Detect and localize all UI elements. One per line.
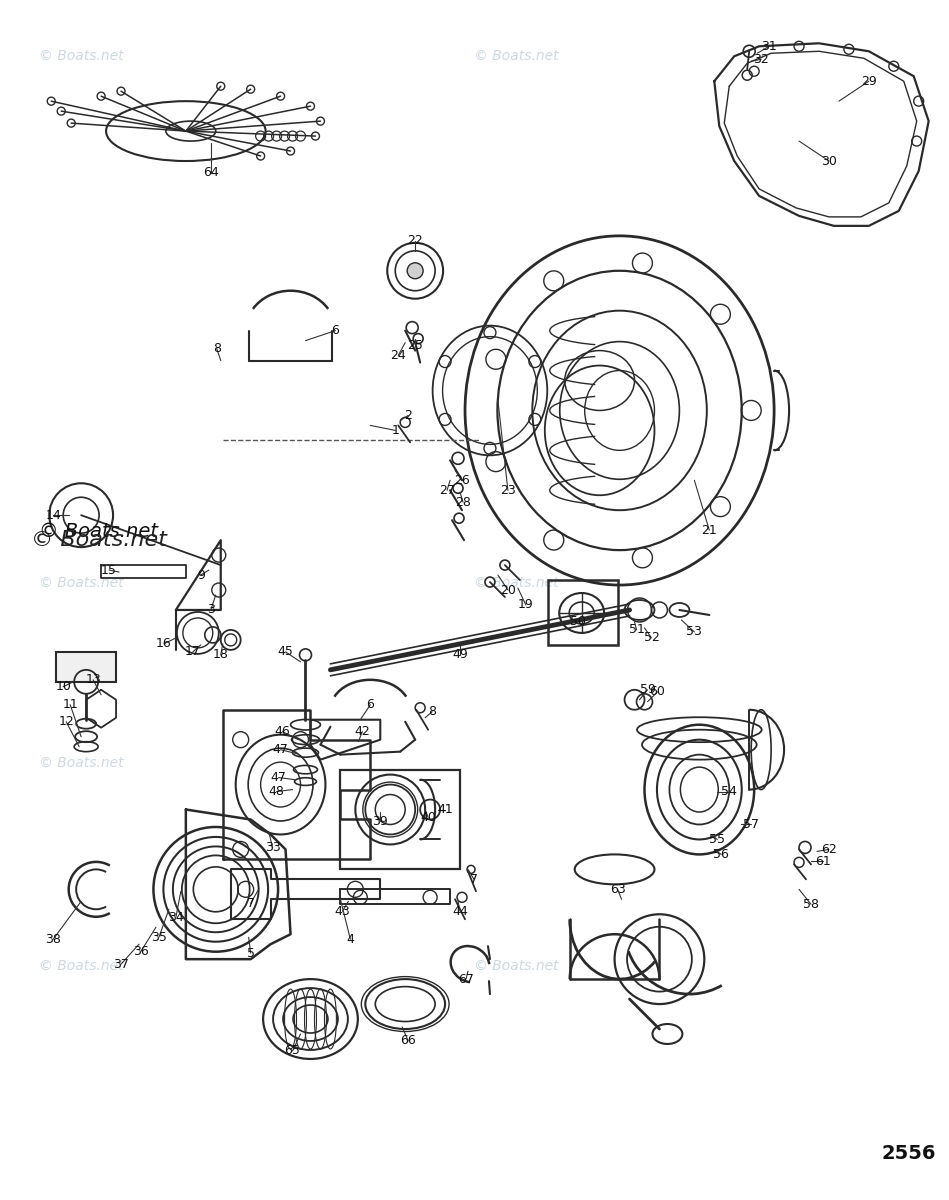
Text: 65: 65	[285, 1044, 301, 1057]
Text: 2556: 2556	[882, 1145, 936, 1163]
Text: © Boats.net: © Boats.net	[39, 959, 124, 973]
Text: 58: 58	[803, 898, 819, 911]
Text: 63: 63	[609, 883, 625, 896]
Text: 2: 2	[404, 409, 412, 422]
Text: 47: 47	[270, 772, 287, 784]
Text: 37: 37	[113, 958, 129, 971]
Text: 14: 14	[46, 509, 61, 522]
Text: 62: 62	[821, 842, 837, 856]
Text: 67: 67	[458, 973, 474, 985]
Text: 41: 41	[437, 803, 453, 816]
Text: 30: 30	[821, 155, 837, 168]
Text: © Boats.net: © Boats.net	[39, 576, 124, 590]
Text: 36: 36	[133, 944, 149, 958]
Text: 28: 28	[456, 496, 471, 509]
Text: 54: 54	[721, 785, 737, 798]
Text: 13: 13	[85, 673, 101, 686]
Text: 7: 7	[470, 872, 478, 886]
Text: 55: 55	[709, 833, 725, 846]
Text: 61: 61	[815, 854, 831, 868]
Text: 31: 31	[761, 40, 777, 53]
Text: 40: 40	[420, 811, 437, 824]
Text: 10: 10	[55, 680, 71, 694]
Text: 52: 52	[643, 631, 660, 644]
Text: 38: 38	[46, 932, 61, 946]
Text: 59: 59	[640, 683, 656, 696]
Text: 64: 64	[203, 167, 218, 180]
Text: 33: 33	[265, 841, 281, 854]
Bar	[548, 580, 618, 644]
Text: 35: 35	[151, 931, 167, 943]
Bar	[56, 652, 116, 682]
Text: 20: 20	[500, 583, 516, 596]
Text: 49: 49	[452, 648, 468, 661]
Text: 45: 45	[278, 646, 293, 659]
Text: © Boats.net: © Boats.net	[39, 756, 124, 769]
Text: 6: 6	[331, 324, 340, 337]
Text: © Boats.net: © Boats.net	[31, 530, 167, 550]
Text: 24: 24	[390, 349, 406, 362]
Text: 51: 51	[628, 624, 644, 636]
Text: 17: 17	[185, 646, 201, 659]
Text: 19: 19	[518, 599, 533, 612]
Text: 8: 8	[428, 706, 437, 719]
Text: 5: 5	[247, 947, 254, 960]
Text: 6: 6	[366, 698, 374, 712]
Text: 46: 46	[274, 725, 290, 738]
Text: 44: 44	[452, 905, 468, 918]
Text: 57: 57	[743, 818, 759, 830]
Text: © Boats.net: © Boats.net	[474, 576, 559, 590]
Text: 60: 60	[649, 685, 665, 698]
Text: 9: 9	[196, 569, 205, 582]
Text: © Boats.net: © Boats.net	[474, 959, 559, 973]
Text: 8: 8	[213, 342, 221, 355]
Text: 53: 53	[686, 625, 702, 638]
Text: 27: 27	[439, 484, 455, 497]
Text: 32: 32	[754, 53, 769, 66]
Text: 47: 47	[272, 743, 288, 756]
Text: 7: 7	[247, 896, 254, 910]
Text: 26: 26	[455, 474, 470, 487]
Text: 12: 12	[58, 715, 74, 728]
Bar	[341, 769, 460, 869]
Text: 50: 50	[569, 616, 586, 629]
Text: 39: 39	[372, 815, 388, 828]
Text: 48: 48	[269, 785, 285, 798]
Text: 18: 18	[213, 648, 229, 661]
Text: 4: 4	[346, 932, 354, 946]
Text: 21: 21	[701, 523, 717, 536]
Text: 3: 3	[207, 604, 214, 617]
Text: 42: 42	[355, 725, 370, 738]
Text: 23: 23	[500, 484, 515, 497]
Text: 11: 11	[63, 698, 78, 712]
Text: 15: 15	[102, 564, 117, 576]
Text: 56: 56	[714, 848, 729, 860]
Text: 34: 34	[168, 911, 184, 924]
Text: © Boats.net: © Boats.net	[39, 49, 124, 64]
Text: 16: 16	[156, 637, 172, 650]
Circle shape	[407, 263, 423, 278]
Text: 43: 43	[334, 905, 350, 918]
Text: © Boats.net: © Boats.net	[474, 49, 559, 64]
Text: 1: 1	[391, 424, 400, 437]
Text: 25: 25	[407, 340, 423, 352]
Text: 22: 22	[407, 234, 423, 247]
Text: 66: 66	[400, 1034, 416, 1048]
Text: 29: 29	[861, 74, 877, 88]
Text: © Boats.net: © Boats.net	[39, 522, 158, 541]
